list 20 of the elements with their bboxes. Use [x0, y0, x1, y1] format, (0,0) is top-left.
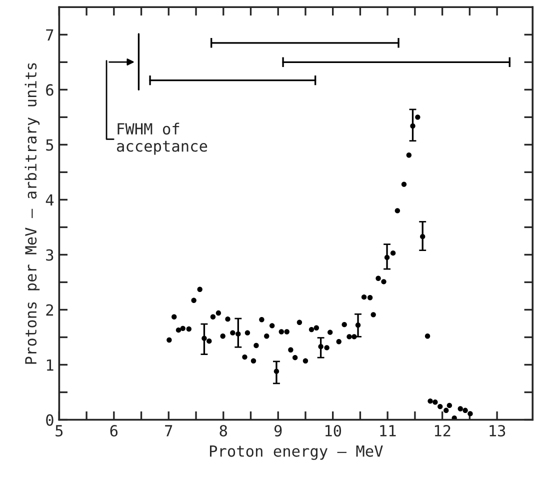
- x-axis-title: Proton energy — MeV: [210, 445, 383, 460]
- x-tick-label: 6: [110, 424, 118, 437]
- x-tick-label: 12: [434, 424, 450, 436]
- x-tick-label: 13: [490, 424, 506, 437]
- y-tick-label: 1: [46, 359, 54, 371]
- x-tick-label: 8: [220, 424, 227, 437]
- x-tick-label: 5: [56, 425, 63, 437]
- x-tick-label: 10: [325, 424, 342, 437]
- x-tick-label: 7: [165, 425, 172, 436]
- y-tick-label: 3: [46, 249, 54, 261]
- y-tick-label: 2: [46, 304, 54, 316]
- x-tick-label: 11: [380, 425, 396, 436]
- annotation: FWHM of acceptance: [116, 122, 208, 155]
- y-tick-label: 5: [46, 139, 54, 151]
- x-tick-label: 9: [274, 424, 282, 437]
- y-tick-label: 6: [46, 84, 54, 96]
- y-tick-label: 7: [46, 29, 54, 41]
- y-tick-label: 4: [46, 194, 54, 206]
- y-tick-label: 0: [46, 414, 54, 426]
- y-axis-title: Protons per MeV — arbitrary units: [24, 63, 40, 364]
